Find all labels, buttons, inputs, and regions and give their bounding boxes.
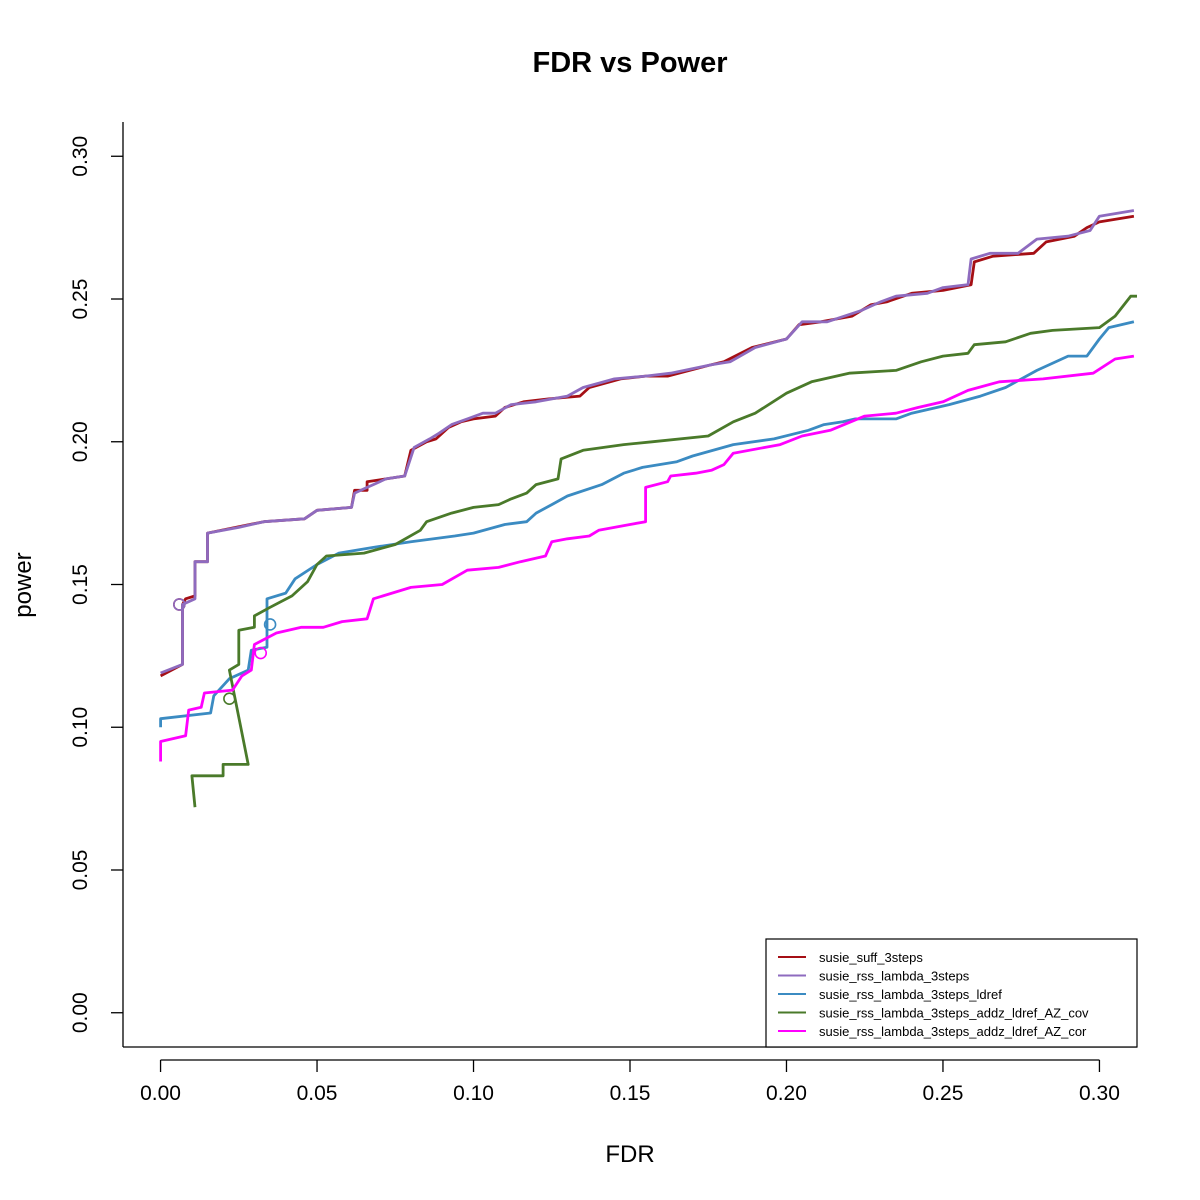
x-tick-label: 0.25 [923, 1082, 964, 1105]
chart-title: FDR vs Power [533, 47, 728, 79]
y-tick-label: 0.30 [69, 136, 92, 177]
y-tick-label: 0.10 [69, 707, 92, 748]
series-marker-4 [223, 692, 236, 705]
legend-label: susie_suff_3steps [819, 950, 923, 965]
axes: 0.00 0.05 0.10 0.15 0.20 0.25 0.30 0.00 0.05 0.10… [69, 122, 1137, 1105]
x-tick-label: 0.05 [297, 1082, 338, 1105]
x-tick-label: 0.00 [140, 1082, 181, 1105]
x-tick-label: 0.15 [610, 1082, 651, 1105]
series-line-4 [190, 294, 1137, 808]
legend-label: susie_rss_lambda_3steps_addz_ldref_AZ_co… [819, 1006, 1089, 1021]
legend-box [765, 938, 1138, 1048]
y-tick-label: 0.00 [69, 992, 92, 1033]
y-tick-label: 0.25 [69, 279, 92, 320]
series-lines [159, 209, 1137, 808]
series-marker-5 [254, 646, 268, 660]
series-marker-2 [173, 598, 186, 611]
series-marker-3 [263, 618, 277, 631]
y-tick-label: 0.15 [69, 564, 92, 605]
legend-label: susie_rss_lambda_3steps_addz_ldref_AZ_co… [819, 1024, 1087, 1039]
y-axis-title: power [10, 552, 37, 617]
x-tick-label: 0.20 [766, 1082, 807, 1105]
legend-label: susie_rss_lambda_3steps_ldref [819, 987, 1002, 1002]
legend-label: susie_rss_lambda_3steps [819, 969, 970, 984]
x-axis-title: FDR [605, 1141, 654, 1168]
series-line-5 [159, 354, 1135, 762]
legend: susie_suff_3steps susie_rss_lambda_3steps… [765, 938, 1138, 1048]
y-tick-label: 0.05 [69, 850, 92, 891]
x-tick-label: 0.30 [1079, 1082, 1120, 1105]
y-tick-label: 0.20 [69, 421, 92, 462]
x-tick-label: 0.10 [453, 1082, 494, 1105]
series-line-2 [160, 209, 1135, 675]
